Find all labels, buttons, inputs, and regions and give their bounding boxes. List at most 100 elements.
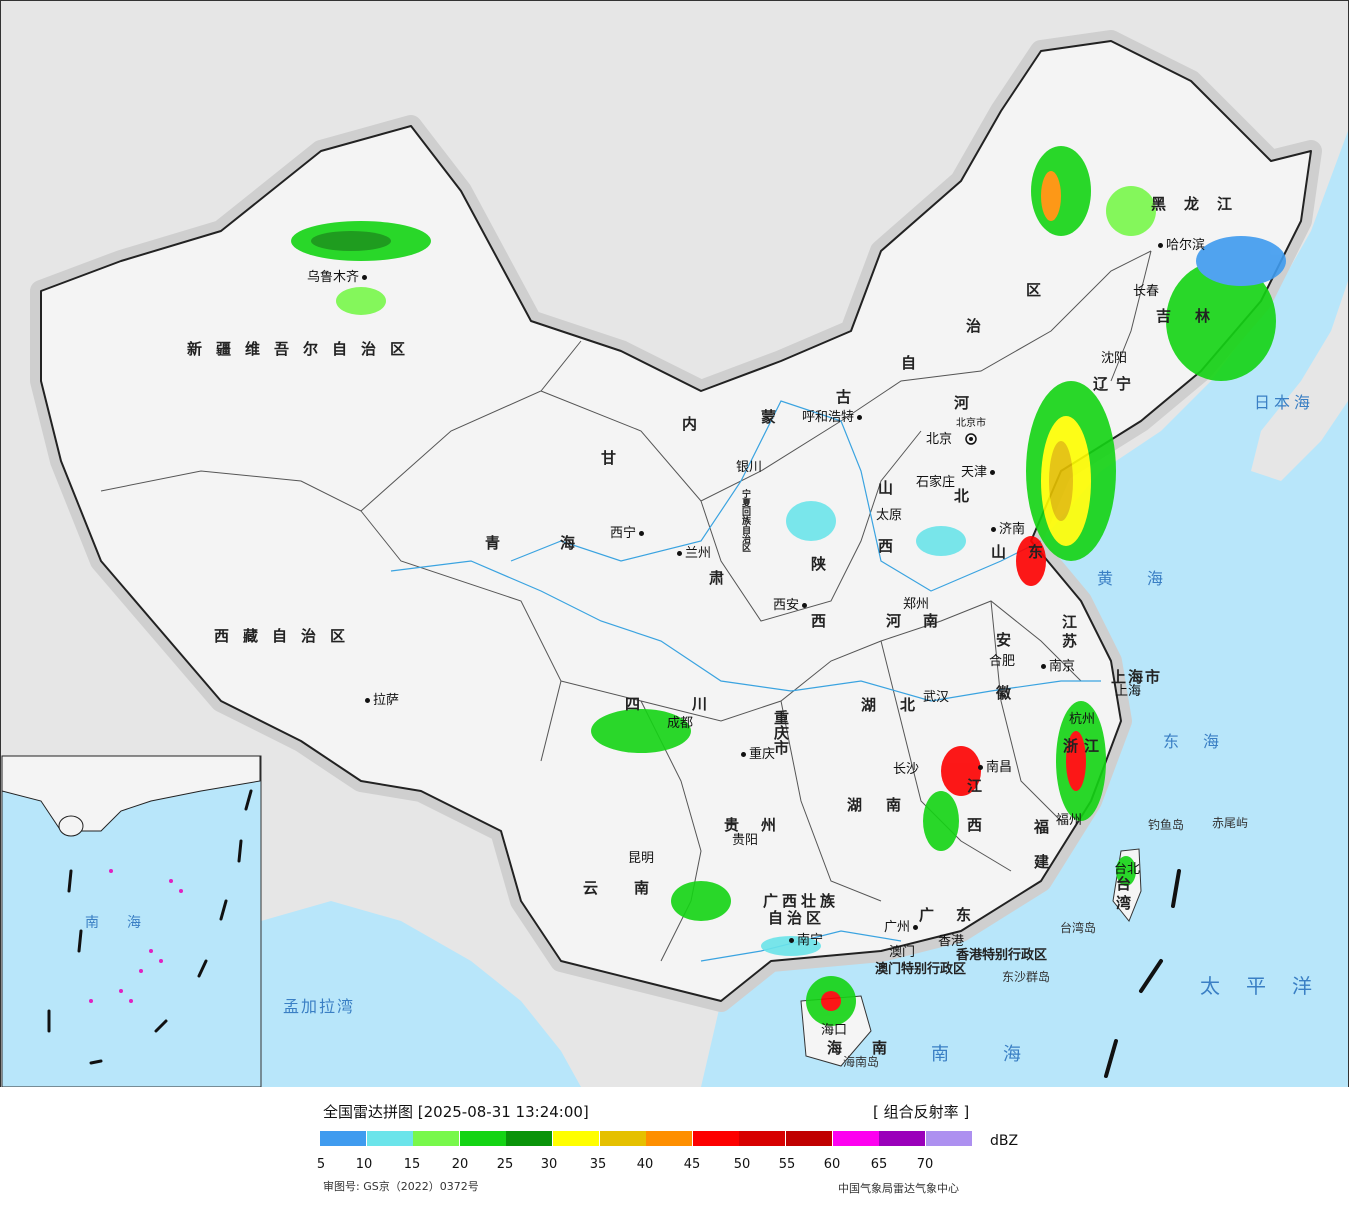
city-macao: 澳门 [889,945,916,960]
legend-swatch [692,1131,739,1146]
label-guizhou: 贵州 [724,816,799,834]
label-shanghai: 上海市 [1111,668,1163,686]
beijing-capital-icon [965,433,977,445]
legend-swatch [786,1131,832,1146]
city-taipei: 台北 [1114,862,1141,877]
sea-japan: 日本海 [1254,393,1315,412]
legend-tick-label: 45 [683,1157,701,1172]
city-lanzhou: 兰州 [677,547,711,560]
island-diaoyu: 钓鱼岛 [1148,818,1185,832]
city-hohhot: 呼和浩特 [802,411,865,424]
radar-echoes [291,146,1286,1026]
city-lhasa: 拉萨 [365,694,399,707]
city-urumqi: 乌鲁木齐 [307,271,370,284]
label-anhui-1: 安 [996,631,1026,649]
label-liaoning: 辽宁 [1093,375,1140,393]
sea-inset: 南海 [85,915,169,931]
legend-swatch [506,1131,553,1146]
label-macau-sar: 澳门特别行政区 [875,962,967,977]
legend-tick-label: 40 [636,1157,654,1172]
legend-swatch [459,1131,506,1146]
label-gansu-2: 肃 [709,569,739,587]
label-qinghai: 青海 [485,534,636,552]
island-hainan: 海南岛 [843,1055,880,1069]
city-hangzhou: 杭州 [1069,712,1096,727]
sea-bengal: 孟加拉湾 [283,997,356,1016]
city-guiyang: 贵阳 [732,833,759,848]
label-yunnan: 云南 [583,879,686,897]
city-hongkong: 香港 [938,934,965,949]
city-hefei: 合肥 [989,654,1016,669]
legend-tick-label: 70 [916,1157,934,1172]
city-nanchang: 南昌 [978,761,1012,774]
province-boundaries [100,250,1152,962]
label-fujian: 福建 [1032,819,1050,889]
label-neimenggu-6: 区 [1026,281,1056,299]
label-chongqing: 重庆市 [772,710,790,755]
legend-unit: dBZ [990,1133,1019,1149]
label-xizang: 西藏自治区 [214,627,360,645]
label-guangxi-2: 自治区 [768,909,826,927]
label-neimenggu-4: 自 [901,354,931,372]
city-guangzhou: 广州 [884,921,921,934]
label-neimenggu-5: 治 [966,317,996,335]
label-anhui-2: 徽 [996,684,1026,702]
legend-tick-label: 10 [355,1157,373,1172]
island-dongsha: 东沙群岛 [1002,970,1051,984]
radar-map: 新疆维吾尔自治区 西藏自治区 青海 甘 肃 内 蒙 古 自 治 区 黑龙江 吉林… [0,0,1349,1088]
city-beijing: 北京 [926,432,953,447]
label-jiangsu: 江苏 [1060,614,1078,652]
label-xinjiang: 新疆维吾尔自治区 [187,340,420,358]
legend-product: [ 组合反射率 ] [873,1103,970,1121]
legend-swatch [925,1131,972,1146]
legend-tick-label: 35 [589,1157,607,1172]
ocean [701,131,1348,1087]
legend-swatch [413,1131,460,1146]
city-jinan: 济南 [991,523,1025,536]
legend-swatch [553,1131,599,1146]
label-guangxi-1: 广西壮族 [763,892,840,910]
legend [0,1087,1349,1208]
label-shanxi-2: 西 [878,537,908,555]
legend-tick-label: 15 [403,1157,421,1172]
label-jilin: 吉林 [1156,307,1235,325]
south-sea-inset [1,755,262,1087]
legend-tick-label: 5 [316,1157,326,1172]
city-nanning: 南宁 [789,934,823,947]
legend-swatch [646,1131,693,1146]
city-wuhan: 武汉 [923,690,950,705]
legend-swatch [739,1131,786,1146]
city-haikou: 海口 [821,1023,848,1038]
city-tianjin: 天津 [961,466,998,479]
label-shaanxi-1: 陕 [811,555,841,573]
label-jiangxi-1: 江 [967,777,997,795]
island-taiwan: 台湾岛 [1060,921,1097,935]
label-guangdong: 广东 [919,906,994,924]
label-hainan: 海南 [827,1039,918,1057]
city-shijiazhuang: 石家庄 [916,475,956,490]
label-taiwan: 台湾 [1114,876,1132,914]
label-neimenggu-2: 蒙 [761,408,791,426]
label-hunan: 湖南 [847,796,926,814]
city-fuzhou: 福州 [1056,813,1083,828]
sea-south: 南海 [931,1044,1075,1065]
sea-yellow: 黄海 [1097,569,1198,588]
label-shaanxi-2: 西 [811,612,841,630]
legend-tick-label: 65 [870,1157,888,1172]
label-neimenggu-3: 古 [836,388,866,406]
city-taiyuan: 太原 [876,508,903,523]
label-hebei-2: 北 [954,487,984,505]
label-sichuan: 四川 [625,695,760,713]
approval-number: 审图号: GS京（2022）0372号 [323,1180,479,1193]
city-beijing-city: 北京市 [956,418,986,429]
city-kunming: 昆明 [628,851,655,866]
city-chongqing: 重庆 [741,748,775,761]
bengal-ocean [261,901,581,1087]
legend-tick-label: 25 [496,1157,514,1172]
sea-pacific: 太平洋 [1200,974,1338,998]
city-xian: 西安 [773,599,810,612]
city-zhengzhou: 郑州 [903,597,930,612]
japan-land [1251,281,1348,481]
legend-swatch [879,1131,926,1146]
legend-tick-label: 60 [823,1157,841,1172]
